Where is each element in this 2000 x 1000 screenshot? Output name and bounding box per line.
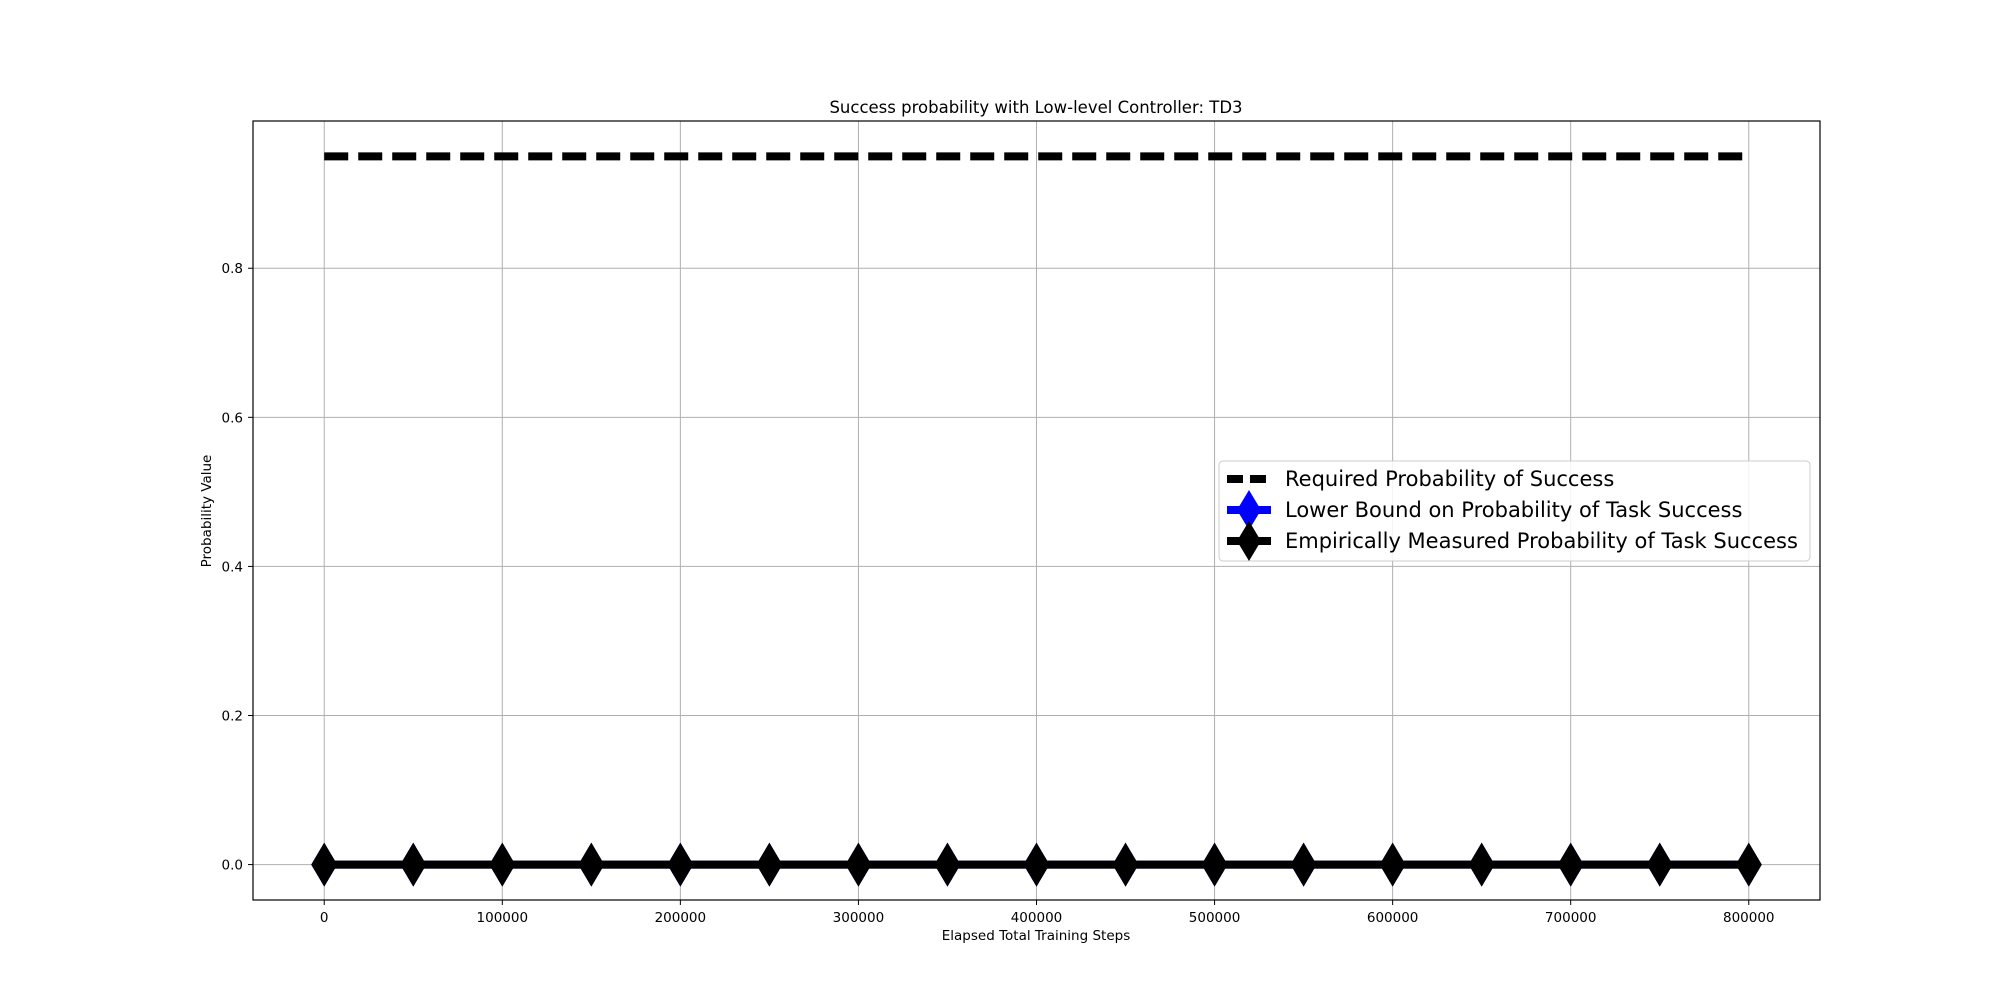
data-point bbox=[400, 842, 427, 887]
data-point bbox=[667, 842, 694, 887]
x-axis-label: Elapsed Total Training Steps bbox=[942, 928, 1130, 944]
x-tick-label: 300000 bbox=[833, 910, 885, 926]
y-tick-label: 0.4 bbox=[222, 559, 243, 575]
data-point bbox=[1201, 842, 1228, 887]
data-point bbox=[311, 842, 338, 887]
data-point bbox=[489, 842, 516, 887]
y-tick-label: 0.8 bbox=[222, 261, 243, 277]
x-tick-label: 700000 bbox=[1545, 910, 1597, 926]
data-point bbox=[1735, 842, 1762, 887]
data-point bbox=[1023, 842, 1050, 887]
x-tick-label: 600000 bbox=[1367, 910, 1419, 926]
data-point bbox=[1112, 842, 1139, 887]
x-axis: 0 100000 200000 300000 400000 500000 600000 700… bbox=[320, 900, 1775, 926]
data-point bbox=[1290, 842, 1317, 887]
x-tick-label: 800000 bbox=[1723, 910, 1775, 926]
legend-marker bbox=[1237, 490, 1261, 530]
chart-title: Success probability with Low-level Contr… bbox=[829, 98, 1242, 117]
legend: Required Probability of Success Lower Bou… bbox=[1218, 460, 1811, 562]
series-layer bbox=[311, 152, 1762, 887]
y-axis-label: Probability Value bbox=[199, 455, 215, 568]
legend-marker bbox=[1237, 521, 1261, 561]
x-tick-label: 200000 bbox=[655, 910, 707, 926]
data-point bbox=[1557, 842, 1584, 887]
y-tick-label: 0.2 bbox=[222, 709, 243, 725]
data-point bbox=[845, 842, 872, 887]
x-tick-label: 400000 bbox=[1011, 910, 1063, 926]
legend-label: Required Probability of Success bbox=[1285, 467, 1614, 491]
series-3 bbox=[311, 842, 1762, 887]
data-point bbox=[1646, 842, 1673, 887]
data-point bbox=[1379, 842, 1406, 887]
data-point bbox=[934, 842, 961, 887]
data-point bbox=[756, 842, 783, 887]
legend-label: Lower Bound on Probability of Task Succe… bbox=[1285, 498, 1742, 522]
y-tick-label: 0.6 bbox=[222, 410, 243, 426]
y-axis: 0.0 0.2 0.4 0.6 0.8 bbox=[222, 261, 253, 874]
x-tick-label: 100000 bbox=[477, 910, 529, 926]
y-tick-label: 0.0 bbox=[222, 858, 243, 874]
data-point bbox=[1468, 842, 1495, 887]
legend-label: Empirically Measured Probability of Task… bbox=[1285, 529, 1798, 553]
data-point bbox=[578, 842, 605, 887]
legend-box bbox=[1218, 460, 1811, 562]
x-tick-label: 0 bbox=[320, 910, 329, 926]
x-tick-label: 500000 bbox=[1189, 910, 1241, 926]
